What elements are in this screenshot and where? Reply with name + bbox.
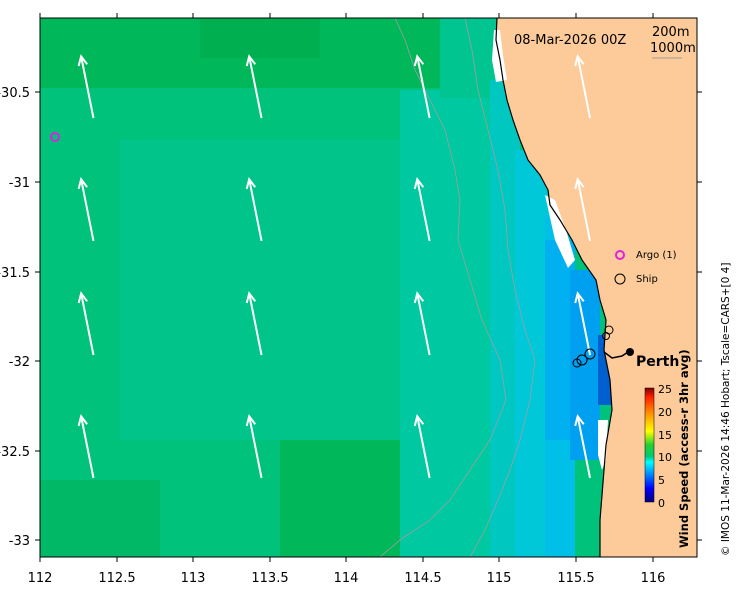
wind-arrow-head [77, 176, 88, 190]
argo-float-marker [50, 132, 60, 142]
x-tick-label: 114 [334, 571, 359, 586]
wind-arrow-head [245, 291, 257, 304]
colorbar-tick: 15 [658, 429, 672, 442]
wind-arrow-head [574, 54, 585, 67]
sea-band-lightblue [570, 270, 600, 460]
contour-200m [379, 17, 507, 558]
x-tick-label: 114.5 [404, 571, 441, 586]
colorbar-ticks: 25 20 15 10 5 0 [658, 383, 672, 510]
wind-vectors [77, 54, 592, 479]
wind-arrow-head [245, 413, 257, 427]
x-tick-label: 112.5 [98, 571, 135, 586]
wind-arrow [576, 293, 592, 356]
swan-river [603, 351, 629, 359]
wind-arrow-head [77, 413, 88, 427]
date-label: 08-Mar-2026 00Z [514, 33, 626, 48]
wind-arrow-head [77, 54, 88, 67]
legend-ship-icon [614, 273, 626, 285]
wind-arrow [416, 179, 431, 242]
x-tick-label: 115 [487, 571, 512, 586]
sea-patch-dark [40, 480, 160, 557]
wind-arrow-head [413, 413, 425, 427]
wind-arrow [80, 293, 95, 356]
wind-arrow-head [413, 176, 425, 190]
wind-arrow [248, 416, 263, 479]
x-axis-ticks [39, 13, 654, 562]
wind-arrow [80, 416, 95, 479]
wind-arrow [416, 56, 431, 119]
coast-mask [545, 195, 575, 268]
wind-arrow [416, 293, 431, 356]
colorbar-tick: 0 [658, 497, 665, 510]
y-tick-label: -30.5 [0, 86, 30, 101]
y-tick-label: -31 [9, 176, 30, 191]
sea-band-teal [120, 140, 420, 440]
y-axis: -30.5 -31 -31.5 -32 -32.5 -33 [0, 86, 30, 549]
ship-marker [576, 354, 588, 366]
colorbar-tick: 10 [658, 451, 672, 464]
ship-marker [602, 332, 610, 340]
y-axis-ticks [35, 91, 702, 541]
wind-arrow [80, 179, 95, 242]
sea-band-teal [400, 90, 495, 557]
wind-arrow-head [413, 54, 425, 67]
x-tick-label: 113.5 [251, 571, 288, 586]
map-frame [39, 17, 698, 558]
wind-arrow-head [574, 413, 585, 427]
y-tick-label: -33 [9, 534, 30, 549]
x-axis: 112 112.5 113 113.5 114 114.5 115 115.5 … [28, 571, 666, 586]
wind-arrow-head [245, 176, 257, 190]
perth-city-dot [626, 348, 634, 356]
wind-arrow-head [245, 54, 257, 67]
coastline [495, 17, 613, 557]
colorbar-tick: 20 [658, 406, 672, 419]
wind-arrow [80, 56, 95, 119]
x-tick-label: 112 [28, 571, 53, 586]
map-area: Perth 08-Mar-2026 00Z 200m 1000m Argo (1… [40, 17, 697, 558]
wind-arrow [576, 56, 592, 119]
colorbar-title: Wind Speed (access-r 3hr avg) [677, 349, 691, 548]
y-tick-label: -32.5 [0, 445, 30, 460]
ship-marker [572, 358, 582, 368]
wind-arrow-head [77, 291, 88, 304]
wind-arrow-head [413, 291, 425, 304]
contour-legend-200m: 200m [652, 25, 689, 40]
wind-arrow [576, 179, 592, 242]
ship-markers [572, 325, 614, 368]
wind-arrow-head [574, 291, 585, 304]
colorbar-tick: 25 [658, 383, 672, 396]
contour-legend-1000m: 1000m [650, 41, 696, 56]
legend-argo-label: Argo (1) [636, 250, 677, 261]
y-tick-label: -32 [9, 355, 30, 370]
colorbar [644, 387, 655, 503]
x-tick-label: 116 [641, 571, 666, 586]
wind-arrow [248, 56, 263, 119]
wind-arrow [248, 293, 263, 356]
sea-patch-dark [200, 18, 320, 58]
x-tick-label: 113 [181, 571, 206, 586]
legend-ship-label: Ship [636, 274, 658, 285]
x-tick-label: 115.5 [557, 571, 594, 586]
city-label: Perth [636, 354, 679, 370]
wind-arrow [248, 179, 263, 242]
credit-text: © IMOS 11-Mar-2026 14:46 Hobart; Tscale=… [720, 263, 732, 556]
y-tick-label: -31.5 [0, 266, 30, 281]
wind-arrow [576, 416, 592, 479]
contour-1000m [464, 17, 536, 558]
wind-arrow [416, 416, 431, 479]
wind-arrow-head [574, 176, 585, 190]
ship-marker [584, 348, 596, 360]
colorbar-tick: 5 [658, 474, 665, 487]
legend-argo-icon [615, 250, 625, 260]
